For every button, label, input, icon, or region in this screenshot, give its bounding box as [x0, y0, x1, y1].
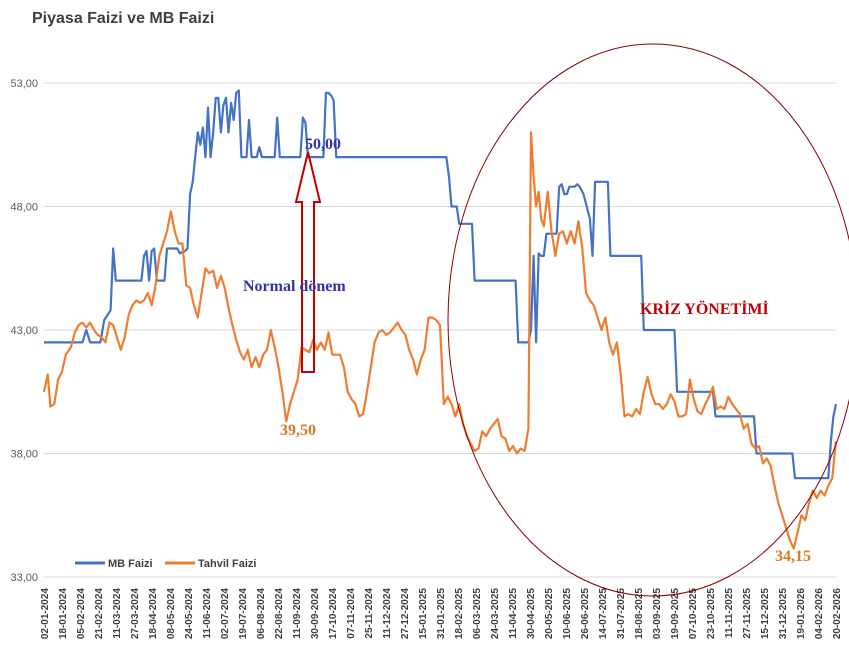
x-tick-label: 21-02-2024: [94, 588, 105, 640]
series-line-mb-faizi: [44, 89, 838, 480]
y-tick-label: 43,00: [10, 325, 38, 337]
x-tick-label: 15-12-2025: [760, 588, 771, 640]
x-tick-label: 23-10-2025: [706, 588, 717, 640]
x-axis-ticks: 02-01-2024 18-01-2024 05-02-2024 21-02-2024…: [40, 588, 843, 640]
x-tick-label: 22-08-2024: [274, 588, 285, 640]
x-tick-label: 07-10-2025: [688, 588, 699, 640]
x-tick-label: 19-07-2024: [238, 588, 249, 640]
x-tick-label: 17-10-2024: [328, 588, 339, 640]
up-arrow-annotation: [294, 151, 322, 373]
x-tick-label: 11-03-2024: [112, 588, 123, 639]
x-tick-label: 18-02-2025: [454, 588, 465, 640]
x-tick-label: 31-12-2025: [778, 588, 789, 640]
chart-title: Piyasa Faizi ve MB Faizi: [32, 10, 215, 27]
x-tick-label: 24-05-2024: [184, 588, 195, 640]
x-tick-label: 06-08-2024: [256, 588, 267, 640]
legend: MB Faizi Tahvil Faizi: [75, 558, 256, 570]
x-tick-label: 04-02-2026: [814, 588, 825, 640]
x-tick-label: 07-11-2024: [346, 588, 357, 639]
x-tick-label: 27-11-2025: [742, 588, 753, 639]
x-tick-label: 27-12-2024: [400, 588, 411, 640]
x-tick-label: 05-02-2024: [76, 588, 87, 640]
x-tick-label: 06-03-2025: [472, 588, 483, 640]
x-tick-label: 08-05-2024: [166, 588, 177, 640]
x-tick-label: 19-09-2025: [670, 588, 681, 640]
x-tick-label: 10-06-2025: [562, 588, 573, 640]
series-lines: [42, 89, 838, 550]
x-tick-label: 30-09-2024: [310, 588, 321, 640]
x-tick-label: 25-11-2024: [364, 588, 375, 639]
x-tick-label: 11-11-2025: [724, 588, 735, 638]
x-tick-label: 19-01-2026: [796, 588, 807, 640]
x-tick-label: 14-07-2025: [598, 588, 609, 640]
y-tick-label: 48,00: [10, 202, 38, 214]
x-tick-label: 24-03-2025: [490, 588, 501, 640]
min-value-label: 34,15: [775, 548, 811, 565]
x-tick-label: 02-07-2024: [220, 588, 231, 640]
x-tick-label: 03-09-2025: [652, 588, 663, 640]
x-tick-label: 27-03-2024: [130, 588, 141, 640]
x-tick-label: 20-02-2026: [832, 588, 843, 640]
x-tick-label: 31-01-2025: [436, 588, 447, 640]
y-tick-label: 38,00: [10, 449, 38, 461]
crisis-label: KRİZ YÖNETİMİ: [640, 299, 769, 318]
y-tick-label: 53,00: [10, 78, 38, 90]
crisis-ellipse: [447, 43, 849, 597]
x-tick-label: 31-07-2025: [616, 588, 627, 640]
mb-peak-label: 50,00: [305, 136, 341, 153]
legend-label-mb: MB Faizi: [108, 558, 153, 570]
x-tick-label: 30-04-2025: [526, 588, 537, 640]
arrow-shape: [294, 151, 322, 373]
x-tick-label: 11-12-2024: [382, 588, 393, 639]
x-tick-label: 18-08-2025: [634, 588, 645, 640]
x-tick-label: 26-06-2025: [580, 588, 591, 640]
series-line-tahvil-faizi: [42, 131, 838, 550]
normal-period-label: Normal dönem: [243, 278, 346, 295]
x-tick-label: 18-01-2024: [58, 588, 69, 640]
x-tick-label: 11-09-2024: [292, 588, 303, 639]
x-tick-label: 11-06-2024: [202, 588, 213, 639]
y-tick-label: 33,00: [10, 572, 38, 584]
x-tick-label: 18-04-2024: [148, 588, 159, 640]
x-tick-label: 20-05-2025: [544, 588, 555, 640]
x-tick-label: 02-01-2024: [40, 588, 51, 640]
tahvil-low-label: 39,50: [280, 422, 316, 439]
y-axis-ticks: 33,00 38,00 43,00 48,00 53,00: [10, 78, 38, 584]
x-tick-label: 15-01-2025: [418, 588, 429, 640]
x-tick-label: 11-04-2025: [508, 588, 519, 639]
legend-label-tahvil: Tahvil Faizi: [198, 558, 256, 570]
